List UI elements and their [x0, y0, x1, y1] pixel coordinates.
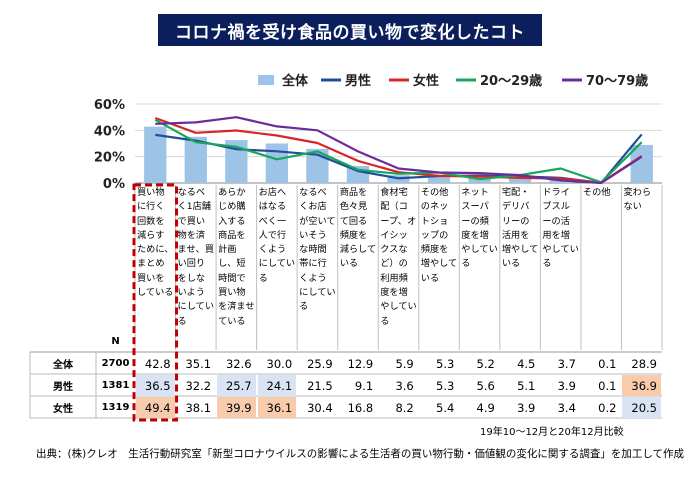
bar: [144, 126, 167, 183]
table-cell: 5.3: [436, 378, 455, 393]
category-label: 食材宅配（コープ、オイシックスなど）の利用頻度を増やしている: [380, 187, 417, 327]
table-cell: 4.9: [476, 400, 495, 415]
table-cell: 3.6: [395, 378, 414, 393]
row-label: 女性: [53, 403, 73, 415]
category-label: お店へはなるべく一人で行くようにしている: [258, 187, 296, 284]
table-cell: 39.9: [217, 397, 256, 418]
table-cell: 36.5: [136, 375, 175, 396]
table-cell: 24.1: [257, 375, 297, 396]
legend-label: 男性: [345, 73, 371, 89]
legend-label: 70～79歳: [586, 73, 648, 89]
bar: [508, 177, 532, 183]
table-cell: 32.6: [225, 356, 252, 371]
table-cell: 36.1: [257, 397, 297, 418]
category-label: あらかじめ購入する商品を計画し、短時間で買い物を済ませている: [218, 187, 255, 327]
legend-label: 女性: [413, 73, 439, 89]
table-cell: 25.7: [217, 375, 256, 396]
table-cell: 0.1: [598, 378, 617, 393]
table-cell: 3.4: [557, 400, 576, 415]
row-n: 1381: [101, 379, 130, 391]
table-cell: 12.9: [347, 356, 374, 371]
table-cell: 20.5: [622, 397, 661, 418]
table-cell: 38.1: [185, 400, 212, 415]
bar: [184, 136, 207, 183]
row-label: 男性: [53, 381, 73, 393]
category-label: なるべくお店が空いていそうな時間帯に行くようにしている: [299, 187, 336, 313]
category-label: 買い物に行く回数を減らすために、まとめ買いをしている: [137, 187, 174, 299]
row-n: 1319: [101, 401, 130, 413]
table-cell: 49.4: [136, 397, 175, 418]
table-cell: 3.9: [557, 378, 576, 393]
category-label: 変わらない: [623, 187, 652, 213]
table-cell: 5.2: [476, 356, 495, 371]
series-line-2: [154, 116, 643, 184]
table-cell: 4.5: [517, 356, 536, 371]
bar: [427, 176, 451, 183]
y-tick-label: 0%: [103, 177, 125, 192]
table-cell: 5.3: [436, 356, 455, 371]
category-label: 商品を色々見て回る頻度を減らしている: [339, 187, 377, 270]
table-cell: 5.6: [476, 378, 495, 393]
table-cell: 35.1: [185, 356, 212, 371]
table-cell: 28.9: [631, 356, 657, 371]
page-title: コロナ禍を受け食品の買い物で変化したコト: [158, 14, 542, 46]
table-cell: 9.1: [354, 378, 374, 393]
table-cell: 25.9: [307, 356, 333, 371]
y-tick-label: 60%: [94, 98, 125, 113]
y-tick-label: 20%: [94, 151, 125, 166]
n-header: N: [111, 335, 120, 347]
series-line-3: [154, 118, 643, 184]
table-cell: 36.9: [622, 375, 661, 396]
source-note: 出典：(株)クレオ 生活行動研究室「新型コロナウイルスの影響による生活者の買い物…: [36, 448, 685, 460]
table-cell: 16.8: [347, 400, 374, 415]
row-n: 2700: [101, 357, 130, 369]
table-cell: 3.7: [557, 356, 576, 371]
table-cell: 3.9: [517, 400, 536, 415]
table-cell: 0.2: [598, 400, 617, 415]
series-line-4: [155, 116, 643, 185]
table-cell: 0.1: [598, 356, 617, 371]
category-label: 宅配・デリバリーの活用を増やしている: [501, 187, 539, 270]
bar: [265, 143, 289, 183]
y-tick-label: 40%: [94, 124, 125, 139]
table-cell: 5.4: [436, 400, 455, 415]
category-label: なるべく1店舗で買い物を済ませ、買い回りをしないようにしている: [177, 187, 215, 327]
category-label: ネットスーパーの頻度を増やしている: [461, 187, 498, 270]
table-cell: 30.4: [307, 400, 333, 415]
legend-label: 20～29歳: [480, 73, 542, 89]
category-label: その他のネットショップの頻度を増やしている: [420, 187, 458, 284]
table-cell: 30.0: [266, 356, 293, 371]
row-label: 全体: [53, 359, 73, 371]
table-cell: 42.8: [144, 356, 171, 371]
legend-swatch-bar: [258, 75, 274, 85]
table-cell: 21.5: [307, 378, 333, 393]
bar: [225, 140, 248, 183]
table-cell: 5.9: [395, 356, 414, 371]
table-cell: 8.2: [395, 400, 414, 415]
table-cell: 32.2: [185, 378, 212, 393]
period-note: 19年10～12月と20年12月比較: [480, 427, 624, 438]
category-label: ドライブスルーの活用を増やしている: [542, 187, 579, 270]
highlight-box: [132, 183, 179, 422]
category-label: その他: [582, 187, 611, 198]
table-cell: 5.1: [517, 378, 536, 393]
legend-label: 全体: [281, 73, 309, 89]
bar: [630, 144, 653, 183]
